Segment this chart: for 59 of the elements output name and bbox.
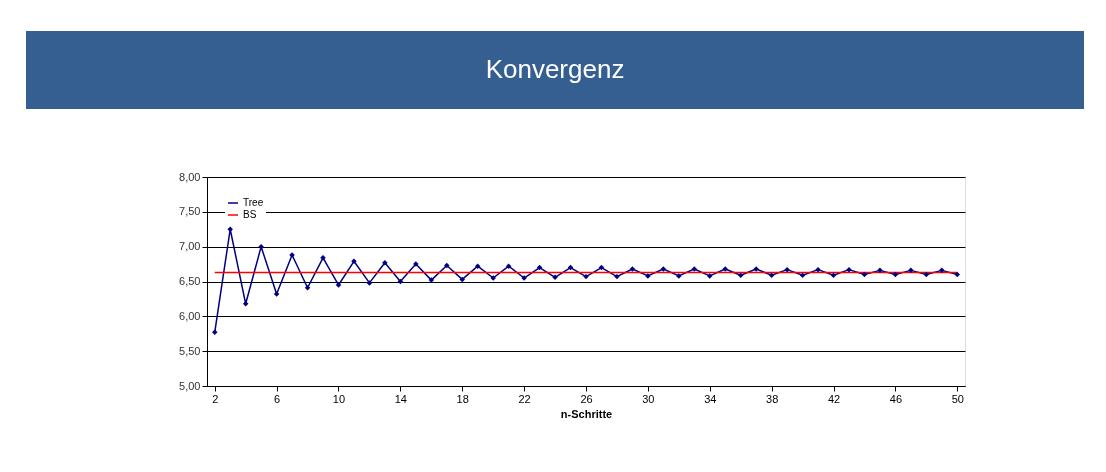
x-tick-label: 10 [332, 392, 346, 405]
y-tick-label: 6,00 [179, 309, 201, 322]
point [846, 266, 852, 273]
point [614, 273, 620, 280]
chart-title: Konvergenz [485, 54, 625, 84]
point [676, 273, 682, 279]
point [939, 267, 945, 274]
point [212, 329, 218, 336]
x-tick-label: 42 [827, 392, 841, 405]
point [660, 266, 667, 272]
y-tick-label: 5,50 [179, 344, 201, 357]
point [768, 272, 775, 278]
point [428, 277, 435, 283]
point [815, 266, 821, 273]
point [707, 273, 713, 279]
point [908, 267, 914, 274]
x-tick-label: 34 [704, 392, 717, 405]
y-tick-label: 5,00 [179, 379, 201, 392]
point [799, 272, 806, 278]
point [830, 272, 837, 278]
x-tick-label: 2 [212, 392, 219, 405]
x-tick-label: 18 [456, 392, 469, 405]
y-tick-label: 6,50 [179, 275, 201, 287]
x-tick-label: 26 [580, 392, 593, 405]
legend-label: BS [243, 209, 257, 220]
point [784, 266, 790, 273]
y-tick-label: 7,00 [179, 240, 201, 253]
point [351, 258, 357, 265]
point [366, 280, 373, 286]
point [227, 226, 233, 232]
point [737, 272, 744, 278]
x-tick-label: 46 [889, 392, 903, 405]
x-tick-label: 50 [951, 392, 964, 405]
point [474, 263, 481, 269]
point [304, 285, 311, 291]
x-tick-label: 30 [642, 392, 655, 405]
point [552, 274, 558, 281]
y-tick-label: 8,00 [179, 170, 201, 183]
point [691, 266, 698, 272]
point [444, 262, 450, 269]
x-tick-label: 38 [766, 392, 779, 405]
point [258, 243, 264, 250]
point [583, 273, 589, 280]
point [505, 263, 512, 269]
point [877, 267, 883, 274]
legend-label: Tree [243, 197, 264, 208]
point [629, 266, 636, 272]
x-axis-title: n-Schritte [560, 407, 613, 420]
point [335, 282, 342, 288]
point [722, 266, 728, 272]
x-tick-label: 22 [518, 392, 531, 405]
point [382, 259, 388, 266]
point [954, 271, 960, 278]
x-tick-label: 14 [394, 392, 407, 405]
point [273, 291, 280, 297]
point [459, 276, 465, 283]
y-tick-label: 7,50 [179, 205, 201, 218]
point [242, 301, 249, 307]
x-tick-label: 6 [274, 392, 281, 405]
